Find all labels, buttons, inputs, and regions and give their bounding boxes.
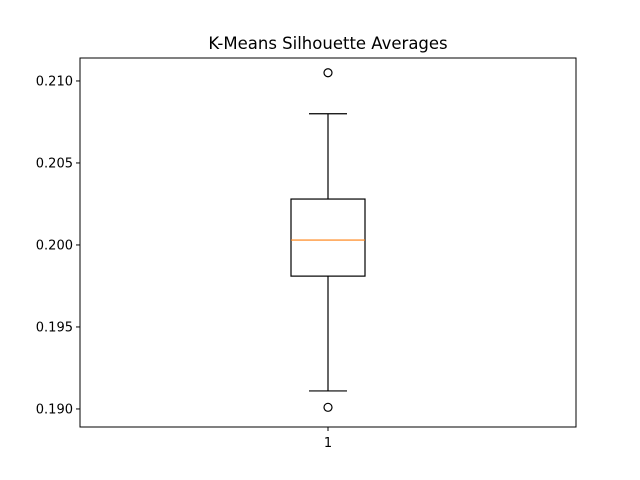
chart-title: K-Means Silhouette Averages bbox=[208, 34, 447, 53]
iqr-box bbox=[290, 198, 366, 277]
y-tick-label: 0.195 bbox=[36, 320, 73, 335]
outlier-point bbox=[323, 402, 333, 412]
x-tick-label: 1 bbox=[324, 436, 332, 451]
y-tick-label: 0.210 bbox=[36, 74, 73, 89]
y-tick-label: 0.200 bbox=[36, 238, 73, 253]
y-tick-label: 0.205 bbox=[36, 156, 73, 171]
y-tick-label: 0.190 bbox=[36, 402, 73, 417]
outlier-point bbox=[323, 68, 333, 78]
